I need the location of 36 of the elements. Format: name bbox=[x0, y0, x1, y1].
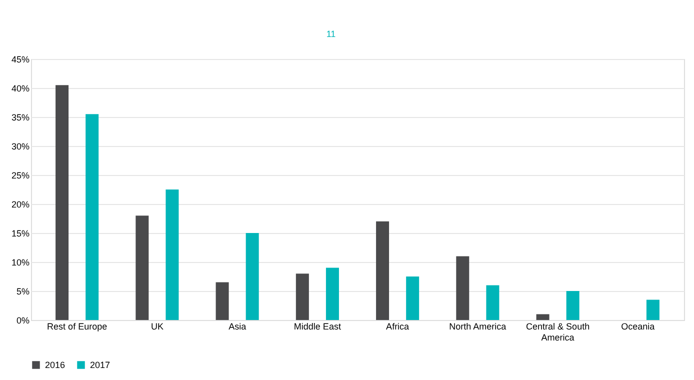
bar bbox=[166, 190, 179, 320]
y-tick-label: 0% bbox=[16, 316, 30, 326]
bar bbox=[216, 282, 229, 320]
bar bbox=[486, 285, 500, 320]
y-tick-label: 20% bbox=[11, 200, 30, 210]
x-tick-label: Asia bbox=[228, 322, 246, 332]
x-tick-label: North America bbox=[449, 322, 506, 332]
x-tick-label: Africa bbox=[386, 322, 410, 332]
bar bbox=[566, 291, 580, 320]
y-tick-label: 10% bbox=[11, 258, 30, 268]
x-tick-label: Middle East bbox=[294, 322, 342, 332]
bar bbox=[406, 276, 420, 320]
y-tick-label: 40% bbox=[11, 84, 30, 94]
bar bbox=[56, 85, 69, 320]
bar bbox=[296, 274, 309, 320]
y-tick-label: 30% bbox=[11, 142, 30, 152]
bar bbox=[646, 300, 660, 320]
text: 11 bbox=[326, 29, 336, 39]
x-tick-label: Rest of Europe bbox=[47, 322, 108, 332]
bar bbox=[376, 221, 390, 320]
bar bbox=[536, 314, 550, 320]
y-tick-label: 35% bbox=[11, 112, 30, 122]
x-tick-label: Oceania bbox=[621, 322, 655, 332]
legend-label: 2017 bbox=[90, 360, 110, 370]
bar bbox=[246, 233, 259, 320]
y-tick-label: 25% bbox=[11, 170, 30, 180]
x-tick-label: Central & South America bbox=[526, 322, 590, 342]
y-tick-label: 5% bbox=[16, 286, 30, 296]
y-tick-label: 15% bbox=[11, 228, 30, 238]
legend-label: 2016 bbox=[45, 360, 66, 370]
x-tick-label: UK bbox=[150, 322, 164, 332]
y-tick-label: 45% bbox=[11, 54, 30, 64]
bar bbox=[86, 114, 99, 320]
bar bbox=[326, 268, 339, 320]
bar bbox=[136, 216, 149, 320]
bar bbox=[456, 256, 470, 320]
